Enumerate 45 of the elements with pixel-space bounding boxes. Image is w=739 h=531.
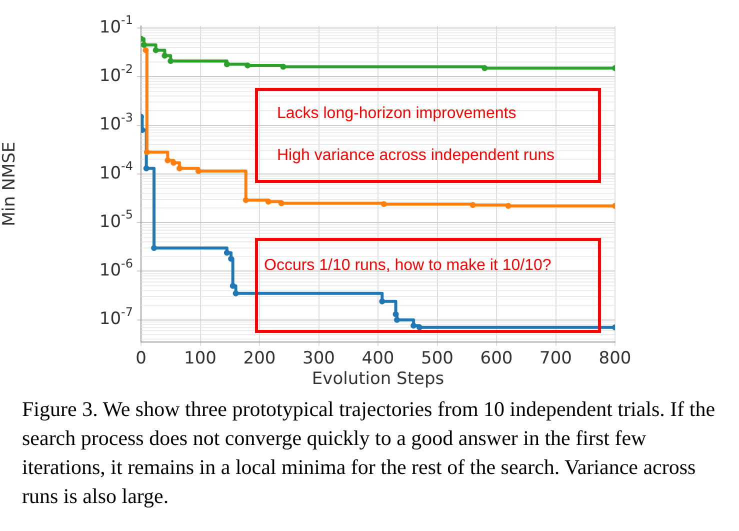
point bbox=[470, 202, 476, 208]
point bbox=[176, 165, 183, 172]
point bbox=[164, 157, 171, 164]
point bbox=[392, 311, 399, 318]
point bbox=[142, 47, 149, 54]
point bbox=[416, 324, 422, 330]
x-tick-label: 700 bbox=[540, 348, 572, 369]
point bbox=[410, 322, 417, 329]
point bbox=[224, 61, 230, 68]
point bbox=[144, 149, 150, 156]
point bbox=[141, 42, 147, 48]
x-tick-label: 300 bbox=[302, 348, 335, 369]
point bbox=[482, 65, 488, 72]
y-axis-title: Min NMSE bbox=[0, 142, 20, 226]
x-tick-label: 0 bbox=[136, 348, 146, 369]
x-tick-label: 400 bbox=[362, 348, 394, 369]
point bbox=[195, 168, 202, 174]
point bbox=[232, 290, 239, 296]
x-axis-title: Evolution Steps bbox=[312, 369, 444, 390]
point bbox=[230, 282, 236, 289]
x-tick-label: 200 bbox=[243, 348, 276, 369]
x-tick-label: 600 bbox=[480, 348, 513, 369]
point bbox=[242, 197, 249, 204]
x-tick-label: 500 bbox=[421, 348, 454, 369]
point bbox=[168, 58, 174, 64]
point bbox=[244, 62, 251, 68]
annotation: Lacks long-horizon improvements bbox=[277, 105, 516, 123]
point bbox=[278, 200, 284, 206]
point bbox=[162, 52, 168, 59]
annotation: High variance across independent runs bbox=[277, 147, 554, 165]
point bbox=[152, 47, 159, 54]
x-tick-label: 800 bbox=[598, 348, 632, 369]
point bbox=[505, 202, 512, 209]
point bbox=[280, 64, 286, 70]
point bbox=[394, 316, 400, 323]
annotation: Occurs 1/10 runs, how to make it 10/10? bbox=[264, 257, 552, 275]
caption: Figure 3. We show three prototypical trajectories from 10 independent trials. If the search process does not converge quickly to a good answer in the first few iterations, it remains in a local minima for the rest of the search. Variance across runs is also large. bbox=[22, 396, 716, 510]
point bbox=[380, 201, 387, 208]
point bbox=[379, 298, 386, 304]
point bbox=[224, 250, 230, 256]
point bbox=[265, 198, 272, 205]
point bbox=[143, 165, 150, 172]
x-tick-label: 100 bbox=[184, 348, 216, 369]
point bbox=[170, 160, 177, 166]
point bbox=[228, 256, 234, 262]
